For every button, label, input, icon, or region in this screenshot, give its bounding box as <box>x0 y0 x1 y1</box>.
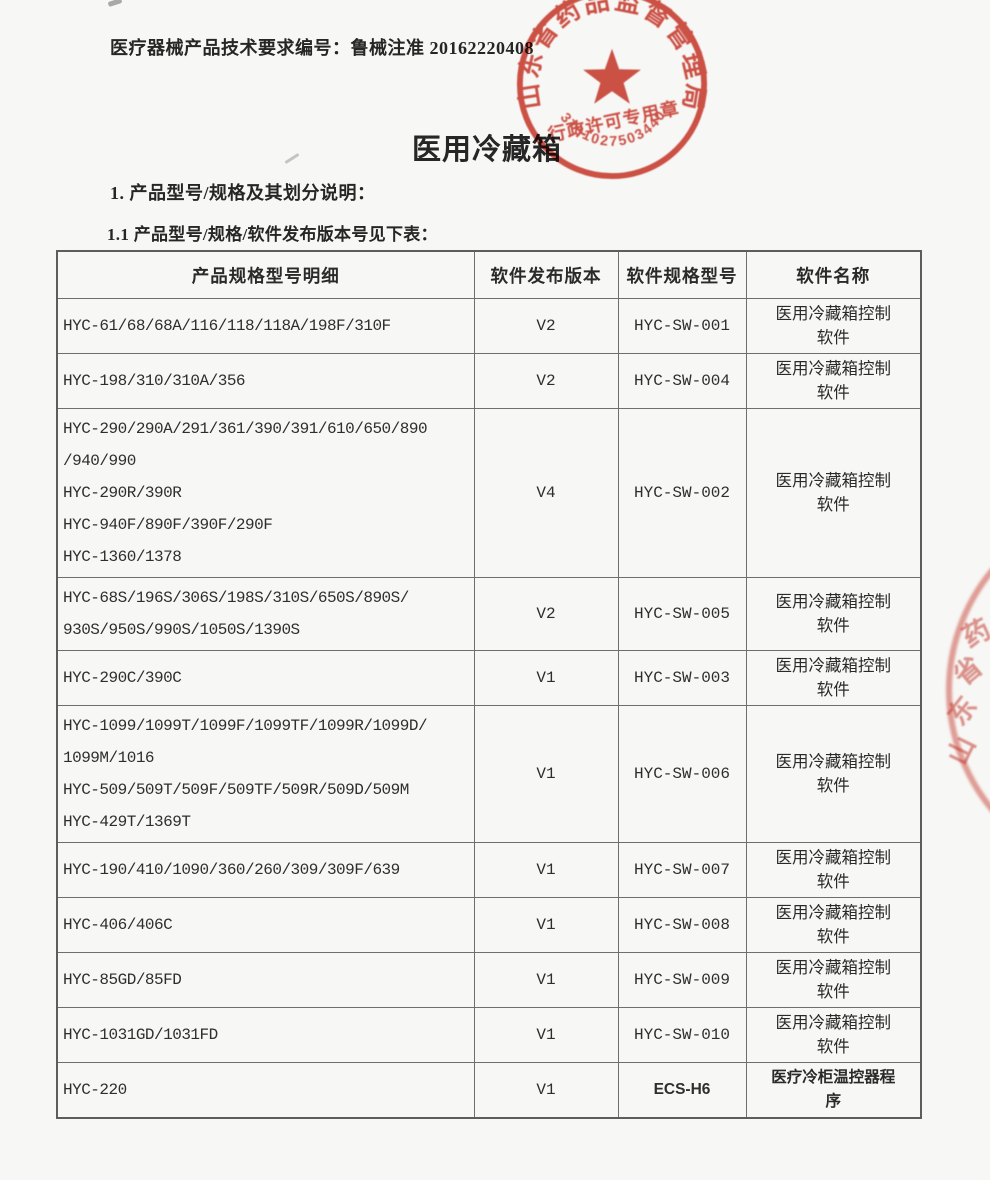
model-line: HYC-190/410/1090/360/260/309/309F/639 <box>63 861 400 879</box>
table-row: HYC-190/410/1090/360/260/309/309F/639 V1 H… <box>56 842 922 898</box>
software-version-cell: V1 <box>473 1062 619 1119</box>
model-line: HYC-290C/390C <box>63 669 182 687</box>
model-list-cell: HYC-1031GD/1031FD <box>56 1007 475 1063</box>
model-list-cell: HYC-290/290A/291/361/390/391/610/650/890… <box>56 408 475 578</box>
model-line: HYC-429T/1369T <box>63 813 191 831</box>
software-name-cell: 医用冷藏箱控制软件 <box>745 1007 922 1063</box>
model-list-cell: HYC-61/68/68A/116/118/118A/198F/310F <box>56 298 475 354</box>
table-row: HYC-68S/196S/306S/198S/310S/650S/890S/93… <box>56 577 922 651</box>
model-line: HYC-198/310/310A/356 <box>63 372 246 390</box>
svg-text:3701027503440: 3701027503440 <box>557 107 670 150</box>
partial-seal: 药省东山 <box>942 500 990 880</box>
software-name-cell: 医用冷藏箱控制软件 <box>745 577 922 651</box>
partial-seal-char: 省 <box>948 651 989 692</box>
page-title: 医用冷藏箱 <box>412 134 563 166</box>
table-row: HYC-85GD/85FD V1 HYC-SW-009 医用冷藏箱控制软件 <box>56 952 922 1008</box>
software-model-cell: HYC-SW-001 <box>617 298 747 354</box>
model-list-cell: HYC-198/310/310A/356 <box>56 353 475 409</box>
table-row: HYC-290C/390C V1 HYC-SW-003 医用冷藏箱控制软件 <box>56 650 922 706</box>
section-1-1-heading: 1.1 产品型号/规格/软件发布版本号见下表： <box>107 225 438 244</box>
software-name-cell: 医用冷藏箱控制软件 <box>745 353 922 409</box>
model-line: HYC-290R/390R <box>63 484 182 502</box>
table-row: HYC-290/290A/291/361/390/391/610/650/890… <box>56 408 922 578</box>
svg-text:山东省药品监督管理局: 山东省药品监督管理局 <box>514 0 710 112</box>
model-line: HYC-61/68/68A/116/118/118A/198F/310F <box>63 317 391 335</box>
software-model-cell: HYC-SW-004 <box>617 353 747 409</box>
software-model-cell: HYC-SW-002 <box>617 408 747 578</box>
table-row: HYC-1031GD/1031FD V1 HYC-SW-010 医用冷藏箱控制软件 <box>56 1007 922 1063</box>
column-header: 软件规格型号 <box>617 250 747 299</box>
model-line: HYC-1360/1378 <box>63 548 182 566</box>
model-line: HYC-406/406C <box>63 916 173 934</box>
partial-seal-char: 山 <box>942 731 982 770</box>
software-name-cell: 医用冷藏箱控制软件 <box>745 650 922 706</box>
software-version-cell: V2 <box>473 353 619 409</box>
product-spec-table: 产品规格型号明细 软件发布版本 软件规格型号 软件名称 HYC-61/68/68A/1… <box>56 250 922 1119</box>
software-model-cell: HYC-SW-008 <box>617 897 747 953</box>
model-line: HYC-1099/1099T/1099F/1099TF/1099R/1099D/ <box>63 717 428 735</box>
software-name-cell: 医用冷藏箱控制软件 <box>745 705 922 843</box>
software-model-cell: ECS-H6 <box>617 1062 747 1119</box>
software-version-cell: V2 <box>473 298 619 354</box>
column-header: 软件发布版本 <box>473 250 619 299</box>
seal-serial-text: 3701027503440 <box>557 107 668 150</box>
seal-center-text: 行政许可专用章 <box>545 97 681 146</box>
partial-seal-char: 药 <box>957 614 990 654</box>
seal-authority-text: 山东省药品监督管理局 <box>514 0 711 112</box>
software-version-cell: V1 <box>473 897 619 953</box>
seal-star-icon <box>583 48 641 104</box>
partial-seal-ring <box>946 500 990 880</box>
table-row: HYC-61/68/68A/116/118/118A/198F/310F V2 HY… <box>56 298 922 354</box>
table-row: HYC-1099/1099T/1099F/1099TF/1099R/1099D/… <box>56 705 922 843</box>
model-list-cell: HYC-68S/196S/306S/198S/310S/650S/890S/93… <box>56 577 475 651</box>
model-list-cell: HYC-406/406C <box>56 897 475 953</box>
software-name-cell: 医用冷藏箱控制软件 <box>745 408 922 578</box>
software-name-cell: 医用冷藏箱控制软件 <box>745 897 922 953</box>
model-list-cell: HYC-190/410/1090/360/260/309/309F/639 <box>56 842 475 898</box>
software-name-cell: 医用冷藏箱控制软件 <box>745 298 922 354</box>
model-line: /940/990 <box>63 452 136 470</box>
model-line: HYC-68S/196S/306S/198S/310S/650S/890S/ <box>63 589 409 607</box>
software-name-cell: 医用冷藏箱控制软件 <box>745 842 922 898</box>
software-model-cell: HYC-SW-010 <box>617 1007 747 1063</box>
software-model-cell: HYC-SW-003 <box>617 650 747 706</box>
column-header: 产品规格型号明细 <box>56 250 475 299</box>
model-list-cell: HYC-1099/1099T/1099F/1099TF/1099R/1099D/… <box>56 705 475 843</box>
model-line: HYC-220 <box>63 1081 127 1099</box>
software-model-cell: HYC-SW-005 <box>617 577 747 651</box>
software-version-cell: V4 <box>473 408 619 578</box>
model-line: HYC-940F/890F/390F/290F <box>63 516 273 534</box>
model-line: HYC-509/509T/509F/509TF/509R/509D/509M <box>63 781 409 799</box>
table-row: HYC-406/406C V1 HYC-SW-008 医用冷藏箱控制软件 <box>56 897 922 953</box>
software-version-cell: V2 <box>473 577 619 651</box>
model-list-cell: HYC-220 <box>56 1062 475 1119</box>
model-line: 1099M/1016 <box>63 749 155 767</box>
software-version-cell: V1 <box>473 1007 619 1063</box>
table-row: HYC-220 V1 ECS-H6 医疗冷柜温控器程序 <box>56 1062 922 1119</box>
software-model-cell: HYC-SW-007 <box>617 842 747 898</box>
model-line: HYC-85GD/85FD <box>63 971 182 989</box>
model-line: HYC-290/290A/291/361/390/391/610/650/890 <box>63 420 428 438</box>
table-row: HYC-198/310/310A/356 V2 HYC-SW-004 医用冷藏箱控制软… <box>56 353 922 409</box>
model-line: HYC-1031GD/1031FD <box>63 1026 218 1044</box>
table-header-row: 产品规格型号明细 软件发布版本 软件规格型号 软件名称 <box>56 250 922 299</box>
partial-seal-char: 东 <box>942 691 983 731</box>
software-version-cell: V1 <box>473 952 619 1008</box>
software-model-cell: HYC-SW-009 <box>617 952 747 1008</box>
software-name-cell: 医用冷藏箱控制软件 <box>745 952 922 1008</box>
software-version-cell: V1 <box>473 705 619 843</box>
software-model-cell: HYC-SW-006 <box>617 705 747 843</box>
doc-number: 医疗器械产品技术要求编号：鲁械注准 20162220408 <box>110 38 534 58</box>
scan-artifact-speck <box>107 0 123 8</box>
model-line: 930S/950S/990S/1050S/1390S <box>63 621 300 639</box>
model-list-cell: HYC-85GD/85FD <box>56 952 475 1008</box>
model-list-cell: HYC-290C/390C <box>56 650 475 706</box>
column-header: 软件名称 <box>745 250 922 299</box>
software-name-cell: 医疗冷柜温控器程序 <box>745 1062 922 1119</box>
software-version-cell: V1 <box>473 650 619 706</box>
scan-artifact-dash <box>284 152 300 165</box>
section-1-heading: 1. 产品型号/规格及其划分说明： <box>110 183 376 203</box>
software-version-cell: V1 <box>473 842 619 898</box>
